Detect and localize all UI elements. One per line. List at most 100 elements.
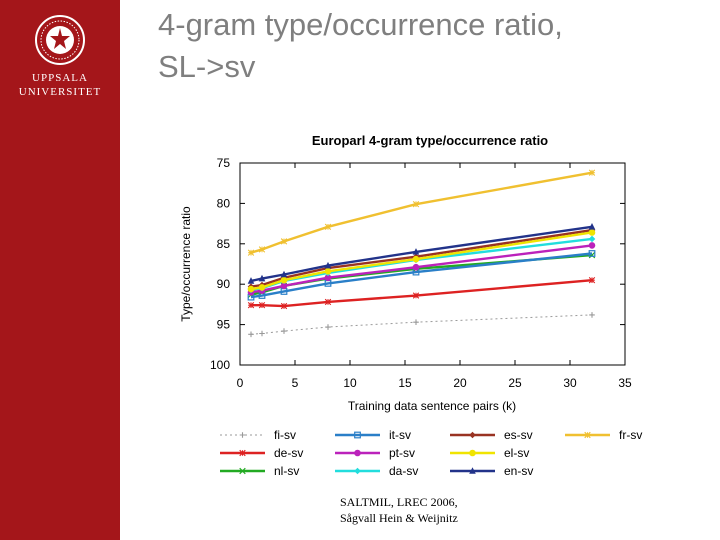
x-tick-label: 35: [618, 376, 632, 390]
legend-label-de-sv: de-sv: [274, 446, 303, 460]
legend-marker-el-sv: [469, 449, 476, 457]
y-tick-label: 95: [217, 318, 231, 332]
x-tick-label: 0: [237, 376, 244, 390]
legend-label-es-sv: es-sv: [504, 428, 533, 442]
legend-item-de-sv: de-sv: [220, 446, 303, 460]
data-point-el-sv: [258, 284, 266, 291]
legend-label-el-sv: el-sv: [504, 446, 529, 460]
legend-label-fi-sv: fi-sv: [274, 428, 296, 442]
legend-label-pt-sv: pt-sv: [389, 446, 415, 460]
data-point-da-sv: [588, 235, 596, 243]
data-point-el-sv: [247, 285, 255, 293]
series-el-sv: [247, 229, 596, 293]
line-chart: Europarl 4-gram type/occurrence ratio Ty…: [179, 133, 642, 478]
data-point-en-sv: [412, 248, 420, 255]
data-point-fr-sv: [258, 246, 266, 253]
legend-item-da-sv: da-sv: [335, 464, 418, 478]
legend-marker-fr-sv: [584, 431, 591, 439]
data-point-en-sv: [280, 270, 288, 278]
x-tick-label: 20: [453, 376, 467, 390]
legend-item-en-sv: en-sv: [450, 464, 533, 478]
legend-item-it-sv: it-sv: [335, 428, 411, 442]
slide-footer: SALTMIL, LREC 2006, Sågvall Hein & Weijn…: [340, 494, 458, 526]
university-name-line2: UNIVERSITET: [18, 86, 102, 98]
legend-label-it-sv: it-sv: [389, 428, 411, 442]
data-point-pt-sv: [588, 242, 596, 249]
data-point-pt-sv: [412, 263, 420, 271]
legend-item-el-sv: el-sv: [450, 446, 529, 460]
data-point-fi-sv: [325, 324, 331, 330]
x-tick-label: 15: [398, 376, 412, 390]
data-point-fi-sv: [413, 319, 419, 325]
data-point-fi-sv: [259, 330, 265, 337]
data-point-en-sv: [324, 261, 332, 269]
legend-marker-fi-sv: [239, 432, 246, 438]
data-point-fr-sv: [588, 169, 596, 176]
data-point-de-sv: [247, 302, 255, 309]
university-seal-icon: [35, 15, 85, 65]
series-line-el-sv: [250, 231, 593, 291]
series-fr-sv: [247, 169, 596, 256]
chart-x-axis-label: Training data sentence pairs (k): [348, 399, 516, 413]
y-tick-label: 90: [217, 277, 231, 291]
series-fi-sv: [248, 312, 595, 338]
legend-item-es-sv: es-sv: [450, 428, 533, 442]
data-point-de-sv: [258, 302, 266, 309]
legend-label-fr-sv: fr-sv: [619, 428, 642, 442]
legend-marker-es-sv: [469, 431, 476, 439]
slide-title: 4-gram type/occurrence ratio, SL->sv: [158, 4, 698, 88]
y-tick-label: 80: [217, 196, 231, 210]
legend-item-pt-sv: pt-sv: [335, 446, 415, 460]
legend-marker-da-sv: [354, 467, 361, 475]
data-point-fr-sv: [324, 223, 332, 231]
data-point-fr-sv: [247, 249, 255, 256]
university-name-line1: UPPSALA: [32, 72, 88, 84]
series-line-de-sv: [251, 278, 593, 308]
data-point-en-sv: [588, 223, 596, 230]
footer-line2: Sågvall Hein & Weijnitz: [340, 511, 458, 525]
y-tick-label: 85: [217, 237, 231, 251]
data-point-de-sv: [588, 276, 596, 284]
data-point-en-sv: [258, 274, 266, 282]
data-point-fi-sv: [248, 331, 254, 338]
legend-marker-en-sv: [469, 467, 476, 474]
slide-title-line1: 4-gram type/occurrence ratio,: [158, 7, 563, 42]
data-point-fi-sv: [281, 328, 287, 334]
legend-label-da-sv: da-sv: [389, 464, 418, 478]
plot-frame: [239, 162, 626, 366]
data-point-fr-sv: [280, 238, 288, 245]
data-point-el-sv: [324, 267, 332, 275]
legend-item-fr-sv: fr-sv: [565, 428, 642, 442]
footer-line1: SALTMIL, LREC 2006,: [340, 495, 458, 509]
legend-marker-it-sv: [354, 431, 361, 439]
data-point-de-sv: [412, 292, 420, 299]
legend-label-nl-sv: nl-sv: [274, 464, 299, 478]
legend-marker-nl-sv: [239, 467, 246, 475]
legend-item-nl-sv: nl-sv: [220, 464, 299, 478]
data-point-de-sv: [280, 302, 288, 310]
series-de-sv: [247, 276, 596, 310]
x-tick-label: 5: [292, 376, 299, 390]
y-tick-label: 100: [210, 358, 230, 372]
x-tick-label: 30: [563, 376, 577, 390]
data-point-it-sv: [588, 250, 596, 257]
data-point-el-sv: [412, 255, 420, 263]
legend-item-fi-sv: fi-sv: [220, 428, 296, 442]
data-point-el-sv: [588, 229, 596, 236]
legend-marker-de-sv: [239, 449, 246, 457]
sidebar: UPPSALA UNIVERSITET: [0, 0, 120, 540]
chart-y-axis-label: Type/occurrence ratio: [179, 206, 193, 322]
x-tick-label: 25: [508, 376, 522, 390]
data-point-fi-sv: [589, 312, 595, 318]
data-point-fr-sv: [412, 201, 420, 208]
legend-marker-pt-sv: [354, 449, 361, 457]
x-tick-label: 10: [343, 376, 357, 390]
series-line-it-sv: [250, 252, 593, 299]
chart-title: Europarl 4-gram type/occurrence ratio: [312, 133, 548, 148]
series-line-fi-sv: [250, 314, 593, 335]
data-point-en-sv: [247, 277, 255, 284]
y-tick-label: 75: [217, 156, 231, 170]
series-en-sv: [247, 223, 596, 284]
data-point-de-sv: [324, 298, 332, 306]
data-point-el-sv: [280, 276, 288, 284]
